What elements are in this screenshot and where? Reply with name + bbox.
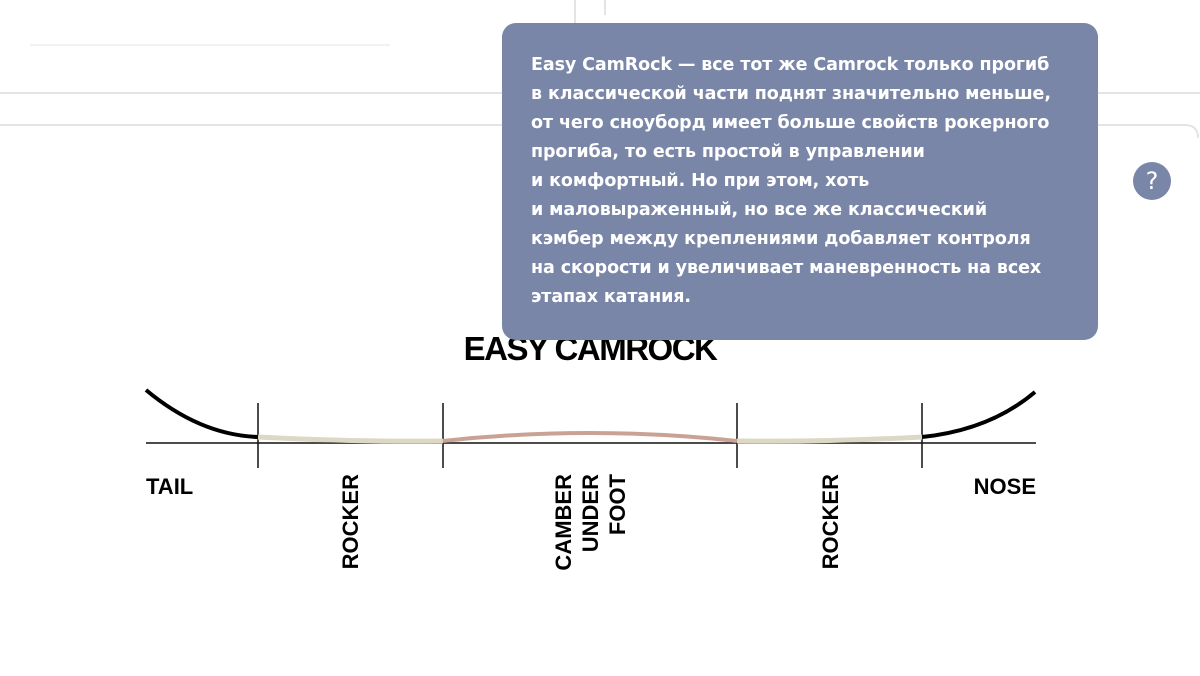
zone-labels: ROCKER CAMBER UNDER FOOT ROCKER bbox=[338, 473, 843, 570]
zone-label: CAMBER bbox=[551, 474, 576, 571]
tooltip-line: прогиба, то есть простой в управлении bbox=[531, 142, 925, 162]
zone-label: ROCKER bbox=[338, 474, 363, 569]
rocker-profile bbox=[736, 434, 923, 444]
nose-curve bbox=[921, 390, 1037, 439]
tail-label: TAIL bbox=[146, 474, 193, 499]
tooltip-line: и маловыраженный, но все же классический bbox=[531, 200, 987, 220]
zone-dividers bbox=[257, 403, 923, 468]
tooltip-line: кэмбер между креплениями добавляет контр… bbox=[531, 229, 1031, 249]
tooltip-line: Easy CamRock — все тот же Camrock только… bbox=[531, 55, 1050, 75]
tail-curve bbox=[144, 388, 259, 439]
nose-label: NOSE bbox=[974, 474, 1036, 499]
rocker-profile bbox=[257, 434, 444, 444]
zone-label: UNDER bbox=[578, 474, 603, 552]
camber-profile bbox=[442, 431, 738, 443]
tooltip-line: в классической части поднят значительно … bbox=[531, 84, 1051, 104]
tooltip-line: на скорости и увеличивает маневренность … bbox=[531, 258, 1042, 278]
help-button[interactable]: ? bbox=[1133, 162, 1171, 200]
zone-label: FOOT bbox=[605, 473, 630, 535]
tooltip: Easy CamRock — все тот же Camrock только… bbox=[502, 23, 1098, 340]
tooltip-line: этапах катания. bbox=[531, 287, 691, 307]
zone-label: ROCKER bbox=[818, 474, 843, 569]
tooltip-line: и комфортный. Но при этом, хоть bbox=[531, 171, 870, 191]
tooltip-line: от чего сноуборд имеет больше свойств ро… bbox=[531, 113, 1050, 133]
